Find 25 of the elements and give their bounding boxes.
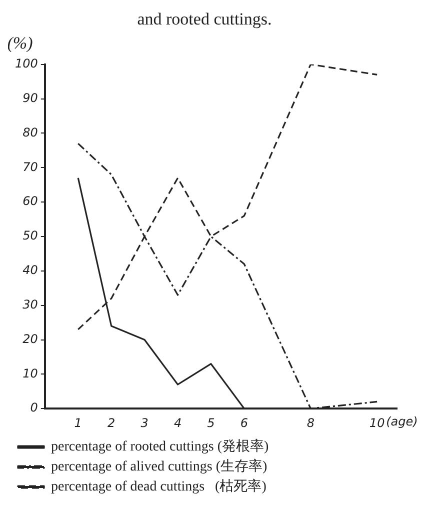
x-tick-label: 3 bbox=[140, 416, 148, 430]
x-axis-title: (age) bbox=[386, 414, 418, 429]
y-tick-label: 0 bbox=[30, 400, 38, 415]
y-tick-label: 50 bbox=[22, 228, 38, 243]
y-tick-label: 90 bbox=[22, 90, 38, 105]
legend-label: percentage of alived cuttings (生存率) bbox=[51, 458, 268, 475]
y-tick-label: 100 bbox=[15, 56, 38, 71]
x-tick-label: 4 bbox=[174, 416, 182, 430]
y-tick-label: 60 bbox=[22, 194, 38, 208]
y-tick-label: 70 bbox=[22, 160, 38, 174]
y-tick-label: 20 bbox=[22, 332, 38, 346]
y-tick-label: 80 bbox=[22, 125, 38, 140]
legend-label: percentage of rooted cuttings (発根率) bbox=[51, 438, 270, 455]
x-tick-label: 2 bbox=[108, 416, 116, 430]
y-tick-label: 10 bbox=[22, 366, 38, 380]
x-tick-label: 10 bbox=[369, 416, 386, 430]
x-tick-label: 6 bbox=[240, 416, 248, 430]
y-tick-label: 30 bbox=[22, 297, 38, 312]
x-tick-label: 8 bbox=[306, 416, 315, 430]
x-tick-label: 5 bbox=[207, 416, 215, 430]
legend-label: percentage of dead cuttings (枯死率) bbox=[51, 478, 267, 495]
x-tick-label: 1 bbox=[74, 416, 82, 430]
y-tick-label: 40 bbox=[22, 263, 38, 278]
chart-title: and rooted cuttings. bbox=[137, 10, 272, 29]
y-axis-title: (%) bbox=[7, 33, 34, 52]
